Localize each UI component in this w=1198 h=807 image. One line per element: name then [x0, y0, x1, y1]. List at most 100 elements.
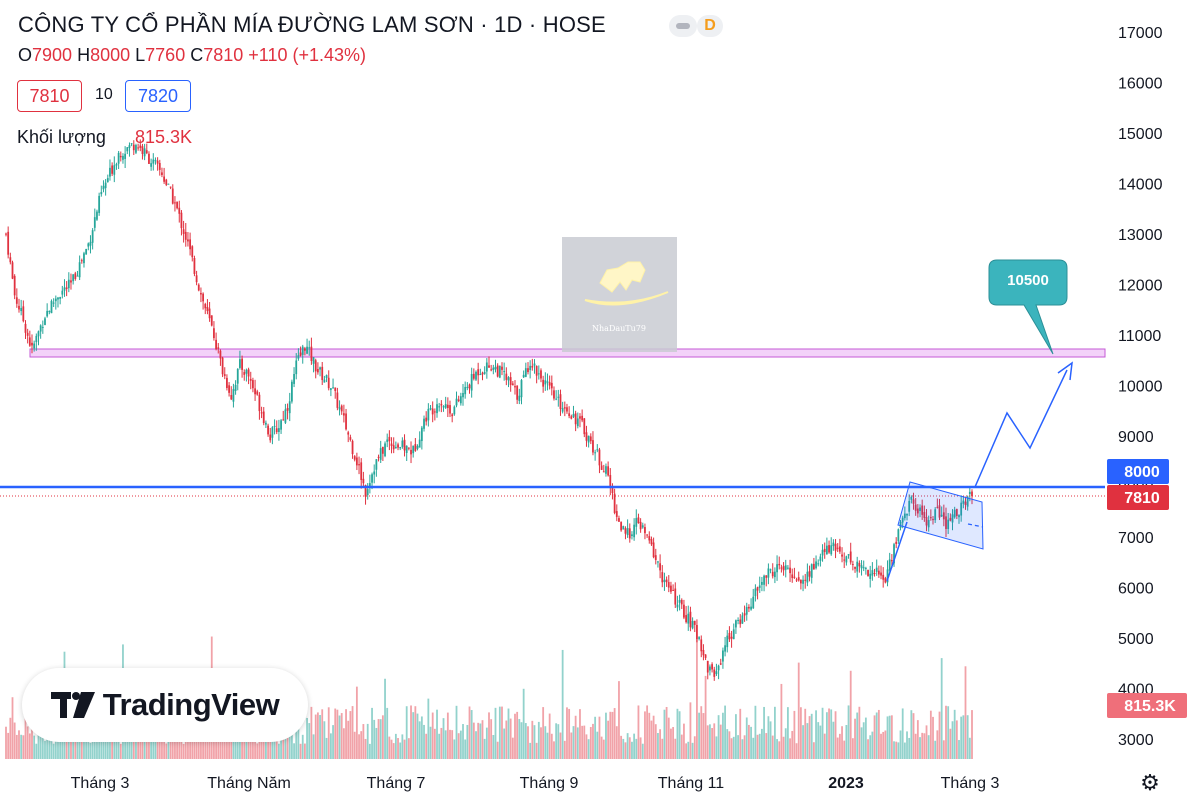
tradingview-logo[interactable]: TradingView: [22, 668, 308, 742]
chart-type-icon[interactable]: [669, 15, 697, 37]
candle-body: [111, 165, 114, 174]
sell-price-button[interactable]: 7810: [17, 80, 82, 112]
volume-bar: [373, 719, 376, 759]
volume-bar: [581, 725, 584, 759]
volume-bar: [165, 743, 168, 759]
symbol-title[interactable]: CÔNG TY CỔ PHẦN MÍA ĐƯỜNG LAM SƠN · 1D ·…: [18, 12, 606, 37]
candle-body: [148, 153, 150, 164]
volume-bar: [665, 706, 668, 759]
candle-body: [572, 414, 575, 417]
candle-body: [507, 377, 510, 381]
bull-logo-icon: [584, 261, 669, 306]
volume-bar: [223, 732, 226, 759]
volume-bar: [611, 711, 614, 759]
volume-bar: [518, 719, 521, 759]
volume-bar: [689, 702, 692, 759]
candle-body: [498, 365, 501, 378]
candle-body: [639, 521, 642, 530]
volume-bar: [851, 738, 854, 759]
candle-body: [490, 369, 493, 371]
volume-bar: [886, 716, 889, 759]
volume-bar: [706, 725, 709, 759]
price-axis[interactable]: 17000 16000 15000 14000 13000 12000 11000 10000…: [1118, 25, 1163, 749]
candle-body: [663, 579, 666, 583]
volume-bar: [836, 737, 839, 759]
volume-bar: [949, 728, 952, 759]
candle-body: [583, 418, 586, 435]
candle-body: [397, 444, 399, 448]
x-tick-label: Tháng 3: [71, 775, 130, 792]
volume-bar: [303, 743, 306, 759]
volume-bar: [366, 723, 369, 759]
candle-body: [429, 408, 432, 410]
volume-bar: [44, 740, 46, 759]
volume-bar: [717, 715, 720, 759]
volume-bar: [176, 731, 179, 759]
volume-bar: [553, 741, 555, 759]
volume-bar: [403, 739, 406, 759]
candle-body: [48, 310, 51, 312]
candle-body: [470, 374, 473, 391]
channel-drawing[interactable]: [897, 481, 984, 550]
volume-bar: [594, 716, 597, 759]
candle-body: [661, 572, 664, 583]
volume-bar: [533, 725, 536, 759]
candle-body: [249, 378, 252, 381]
candle-body: [856, 561, 859, 572]
candle-body: [503, 371, 506, 373]
market-status-badge[interactable]: D: [697, 15, 723, 37]
candle-body: [791, 574, 794, 579]
candle-body: [472, 373, 475, 379]
volume-bar: [544, 726, 547, 759]
volume-bar: [652, 715, 655, 759]
quantity-field[interactable]: 10: [95, 86, 113, 103]
candle-body: [752, 596, 755, 609]
candle-body: [940, 514, 943, 517]
candle-body: [715, 671, 718, 675]
volume-bar: [815, 710, 817, 759]
callout-10500[interactable]: 10500: [988, 259, 1068, 355]
candle-body: [748, 606, 750, 609]
candle-body: [932, 519, 934, 521]
time-axis[interactable]: Tháng 3 Tháng Năm Tháng 7 Tháng 9 Tháng 11 20…: [71, 775, 1000, 792]
volume-bar: [600, 736, 603, 759]
y-tick-label: 17000: [1118, 25, 1163, 42]
volume-bar: [301, 734, 304, 759]
candle-body: [890, 560, 893, 562]
settings-gear-icon[interactable]: ⚙: [1140, 770, 1160, 795]
pole-trendline[interactable]: [886, 521, 908, 582]
candle-body: [390, 443, 393, 446]
candle-body: [574, 413, 577, 425]
volume-bar: [795, 743, 798, 759]
candle-body: [516, 385, 519, 400]
volume-bar: [841, 726, 843, 759]
volume-bar: [921, 732, 924, 759]
volume-bar: [89, 742, 92, 759]
volume-bar: [862, 722, 865, 759]
candle-body: [394, 446, 397, 448]
volume-bar: [498, 706, 501, 759]
candle-body: [176, 201, 179, 209]
volume-bar: [5, 726, 7, 759]
buy-price-button[interactable]: 7820: [125, 80, 191, 112]
volume-bar: [953, 709, 956, 759]
candle-body: [767, 568, 770, 578]
candle-body: [847, 554, 850, 556]
candle-body: [763, 575, 765, 585]
projection-path[interactable]: [974, 369, 1068, 488]
candle-body: [953, 509, 956, 518]
candle-body: [206, 306, 209, 312]
volume-bar: [962, 715, 965, 759]
volume-bar: [98, 737, 101, 759]
volume-bar: [323, 721, 326, 759]
candle-body: [436, 404, 438, 414]
candle-body: [39, 325, 42, 332]
candle-body: [665, 579, 668, 583]
volume-bar: [838, 733, 841, 759]
volume-bar: [845, 725, 848, 759]
volume-bar: [191, 726, 194, 759]
candle-body: [252, 380, 254, 389]
volume-bar: [728, 731, 731, 759]
candle-body: [278, 428, 280, 432]
candle-body: [7, 231, 10, 255]
